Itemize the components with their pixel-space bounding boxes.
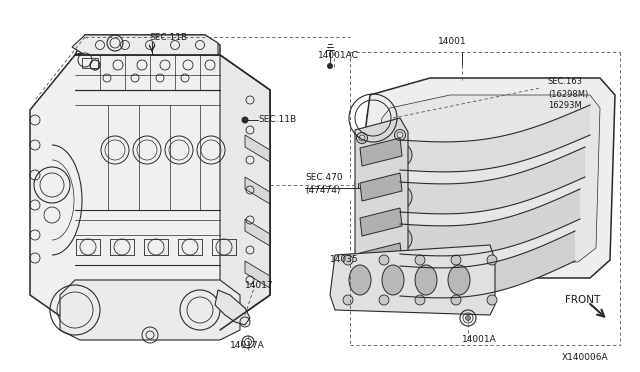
Circle shape xyxy=(327,63,333,69)
Polygon shape xyxy=(376,95,600,262)
Polygon shape xyxy=(245,135,270,162)
Circle shape xyxy=(379,295,389,305)
Polygon shape xyxy=(400,231,575,298)
Text: X140006A: X140006A xyxy=(562,353,609,362)
Circle shape xyxy=(465,315,470,321)
Polygon shape xyxy=(60,280,240,340)
Text: SEC.11B: SEC.11B xyxy=(149,33,187,42)
Text: FRONT: FRONT xyxy=(565,295,600,305)
Polygon shape xyxy=(355,118,408,278)
Polygon shape xyxy=(245,219,270,246)
Polygon shape xyxy=(220,55,270,330)
Text: SEC.470: SEC.470 xyxy=(305,173,342,183)
Text: 14001A: 14001A xyxy=(462,336,497,344)
Polygon shape xyxy=(360,173,402,201)
Circle shape xyxy=(388,269,412,293)
Polygon shape xyxy=(360,208,402,236)
Circle shape xyxy=(388,227,412,251)
Polygon shape xyxy=(30,55,270,330)
Polygon shape xyxy=(400,105,590,172)
Circle shape xyxy=(415,295,425,305)
Circle shape xyxy=(388,185,412,209)
Polygon shape xyxy=(330,245,495,315)
Polygon shape xyxy=(358,78,615,278)
Ellipse shape xyxy=(415,265,437,295)
Circle shape xyxy=(487,255,497,265)
Ellipse shape xyxy=(349,265,371,295)
Circle shape xyxy=(388,143,412,167)
Text: 14001AC: 14001AC xyxy=(318,51,359,60)
Text: (47474): (47474) xyxy=(305,186,340,195)
Circle shape xyxy=(451,255,461,265)
Polygon shape xyxy=(72,35,218,55)
Circle shape xyxy=(487,295,497,305)
Text: 16293M: 16293M xyxy=(548,102,582,110)
Circle shape xyxy=(343,295,353,305)
Text: 14001: 14001 xyxy=(438,38,467,46)
Polygon shape xyxy=(245,261,270,288)
Text: 14035: 14035 xyxy=(330,256,358,264)
Circle shape xyxy=(415,255,425,265)
Polygon shape xyxy=(245,177,270,204)
Circle shape xyxy=(343,255,353,265)
Circle shape xyxy=(355,180,362,186)
Ellipse shape xyxy=(382,265,404,295)
Polygon shape xyxy=(400,147,585,214)
Text: 14017A: 14017A xyxy=(230,340,265,350)
Text: (16298M): (16298M) xyxy=(548,90,588,99)
Polygon shape xyxy=(360,243,402,271)
Ellipse shape xyxy=(448,265,470,295)
Circle shape xyxy=(379,255,389,265)
Text: SEC.163: SEC.163 xyxy=(548,77,583,87)
Polygon shape xyxy=(360,138,402,166)
Text: 14017: 14017 xyxy=(245,280,274,289)
Polygon shape xyxy=(215,290,250,325)
Polygon shape xyxy=(75,35,220,55)
Circle shape xyxy=(241,116,248,124)
Polygon shape xyxy=(400,189,580,256)
Text: SEC.11B: SEC.11B xyxy=(258,115,296,125)
Circle shape xyxy=(451,295,461,305)
